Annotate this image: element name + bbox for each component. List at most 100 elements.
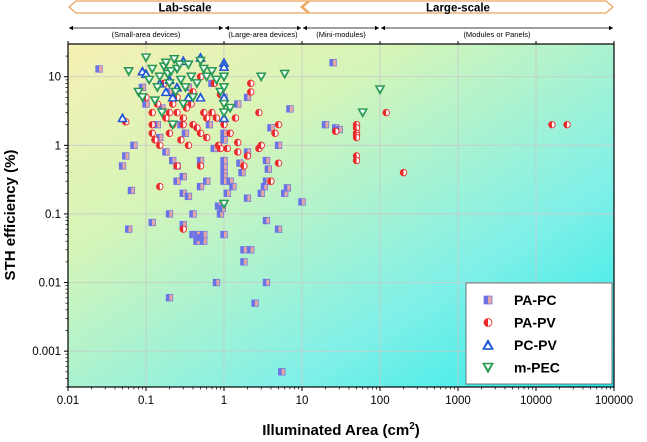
data-point [125,225,133,233]
legend-marker [483,318,493,327]
data-point [193,124,201,132]
data-point [218,83,230,93]
data-point [149,96,161,106]
data-point [279,69,291,80]
data-point [352,133,361,142]
data-point [218,72,230,83]
data-point [151,136,159,144]
data-point [283,184,292,192]
data-point [196,129,205,137]
data-point [247,88,255,96]
data-point [264,165,272,173]
data-point [212,114,221,122]
data-point [167,91,179,102]
data-point [140,53,152,64]
data-point [231,114,240,122]
range-arrowhead-right [375,25,379,31]
data-point [127,186,136,195]
x-axis-title-superscript: 2 [409,421,415,432]
data-point [271,129,279,137]
data-point [169,100,177,108]
data-point [195,91,206,102]
data-point [211,75,222,86]
data-point [374,85,386,95]
data-point [187,93,199,103]
data-point [205,121,214,129]
data-point [156,108,168,119]
data-point [298,198,306,206]
data-point [122,152,130,160]
range-arrowhead-left [303,25,307,31]
data-point [137,93,148,103]
data-point [206,67,218,77]
data-point [251,299,259,307]
data-point [234,138,242,147]
data-point [196,182,205,191]
data-point [196,162,205,170]
data-point [185,72,197,83]
data-point [152,83,163,93]
data-point [218,199,230,210]
data-point [165,108,174,117]
data-point [95,65,103,73]
data-point [240,246,248,254]
data-point [123,67,135,77]
range-arrowhead-right [219,25,223,31]
data-point [220,129,228,137]
x-tick-label: 100000 [595,395,633,407]
data-point [262,278,271,287]
series-m-pec [123,53,386,210]
data-point [198,64,210,75]
data-point [180,83,191,93]
data-point [274,120,283,129]
range-arrowhead-left [69,25,73,31]
data-point [218,61,230,71]
data-point [162,148,170,156]
data-point [196,73,205,81]
data-point [243,194,252,202]
data-point [208,108,216,117]
y-tick-label: 10 [48,72,61,84]
legend: PA-PC PA-PV PC-PV m-PEC [465,282,613,385]
data-point [183,60,194,71]
data-point [267,124,275,132]
data-point [130,141,138,149]
x-axis-title: Illuminated Area (cm2) [262,421,420,439]
data-point [220,230,228,239]
x-tick-label: 0.1 [138,395,154,407]
scale-arrow-label: Lab-scale [158,3,211,15]
data-point [200,108,208,117]
range-label: (Modules or Panels) [463,30,531,39]
data-point [174,60,185,71]
scale-arrow [68,0,310,14]
data-point [243,152,252,160]
data-point [165,67,177,77]
data-point [238,168,246,177]
data-point [173,162,181,170]
range-arrowhead-right [609,25,613,31]
plot-frame [67,43,615,388]
data-point [118,162,127,170]
data-point [138,83,147,92]
y-tick-label: 0.001 [32,346,61,358]
data-point [202,114,211,122]
data-point [189,210,197,218]
data-point [234,148,242,156]
y-tick-label: 1 [55,140,61,152]
data-point [179,225,187,233]
data-point [195,56,206,67]
data-point [162,114,170,122]
data-point [165,294,174,302]
data-point [167,120,179,131]
legend-label: PC-PV [514,337,557,353]
data-point [168,55,180,65]
data-point [267,177,275,185]
data-point [148,129,156,137]
y-axis-title: STH efficiency (%) [2,150,19,281]
data-point [262,156,271,165]
data-point [220,120,228,129]
data-point [156,182,164,191]
data-point [220,136,228,144]
data-point [229,182,237,191]
x-tick-label: 1 [221,395,227,407]
